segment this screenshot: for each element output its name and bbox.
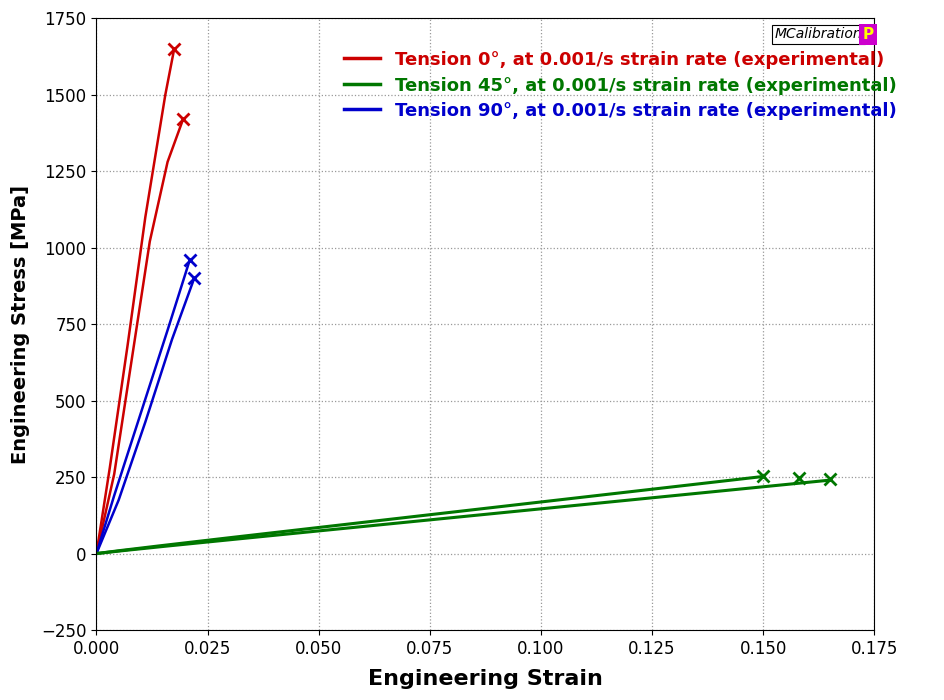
Y-axis label: Engineering Stress [MPa]: Engineering Stress [MPa]: [11, 185, 30, 463]
Legend: Tension 0°, at 0.001/s strain rate (experimental), Tension 45°, at 0.001/s strai: Tension 0°, at 0.001/s strain rate (expe…: [339, 46, 901, 125]
Text: MCalibration: MCalibration: [774, 27, 862, 41]
X-axis label: Engineering Strain: Engineering Strain: [367, 669, 602, 689]
Text: P: P: [862, 27, 872, 42]
